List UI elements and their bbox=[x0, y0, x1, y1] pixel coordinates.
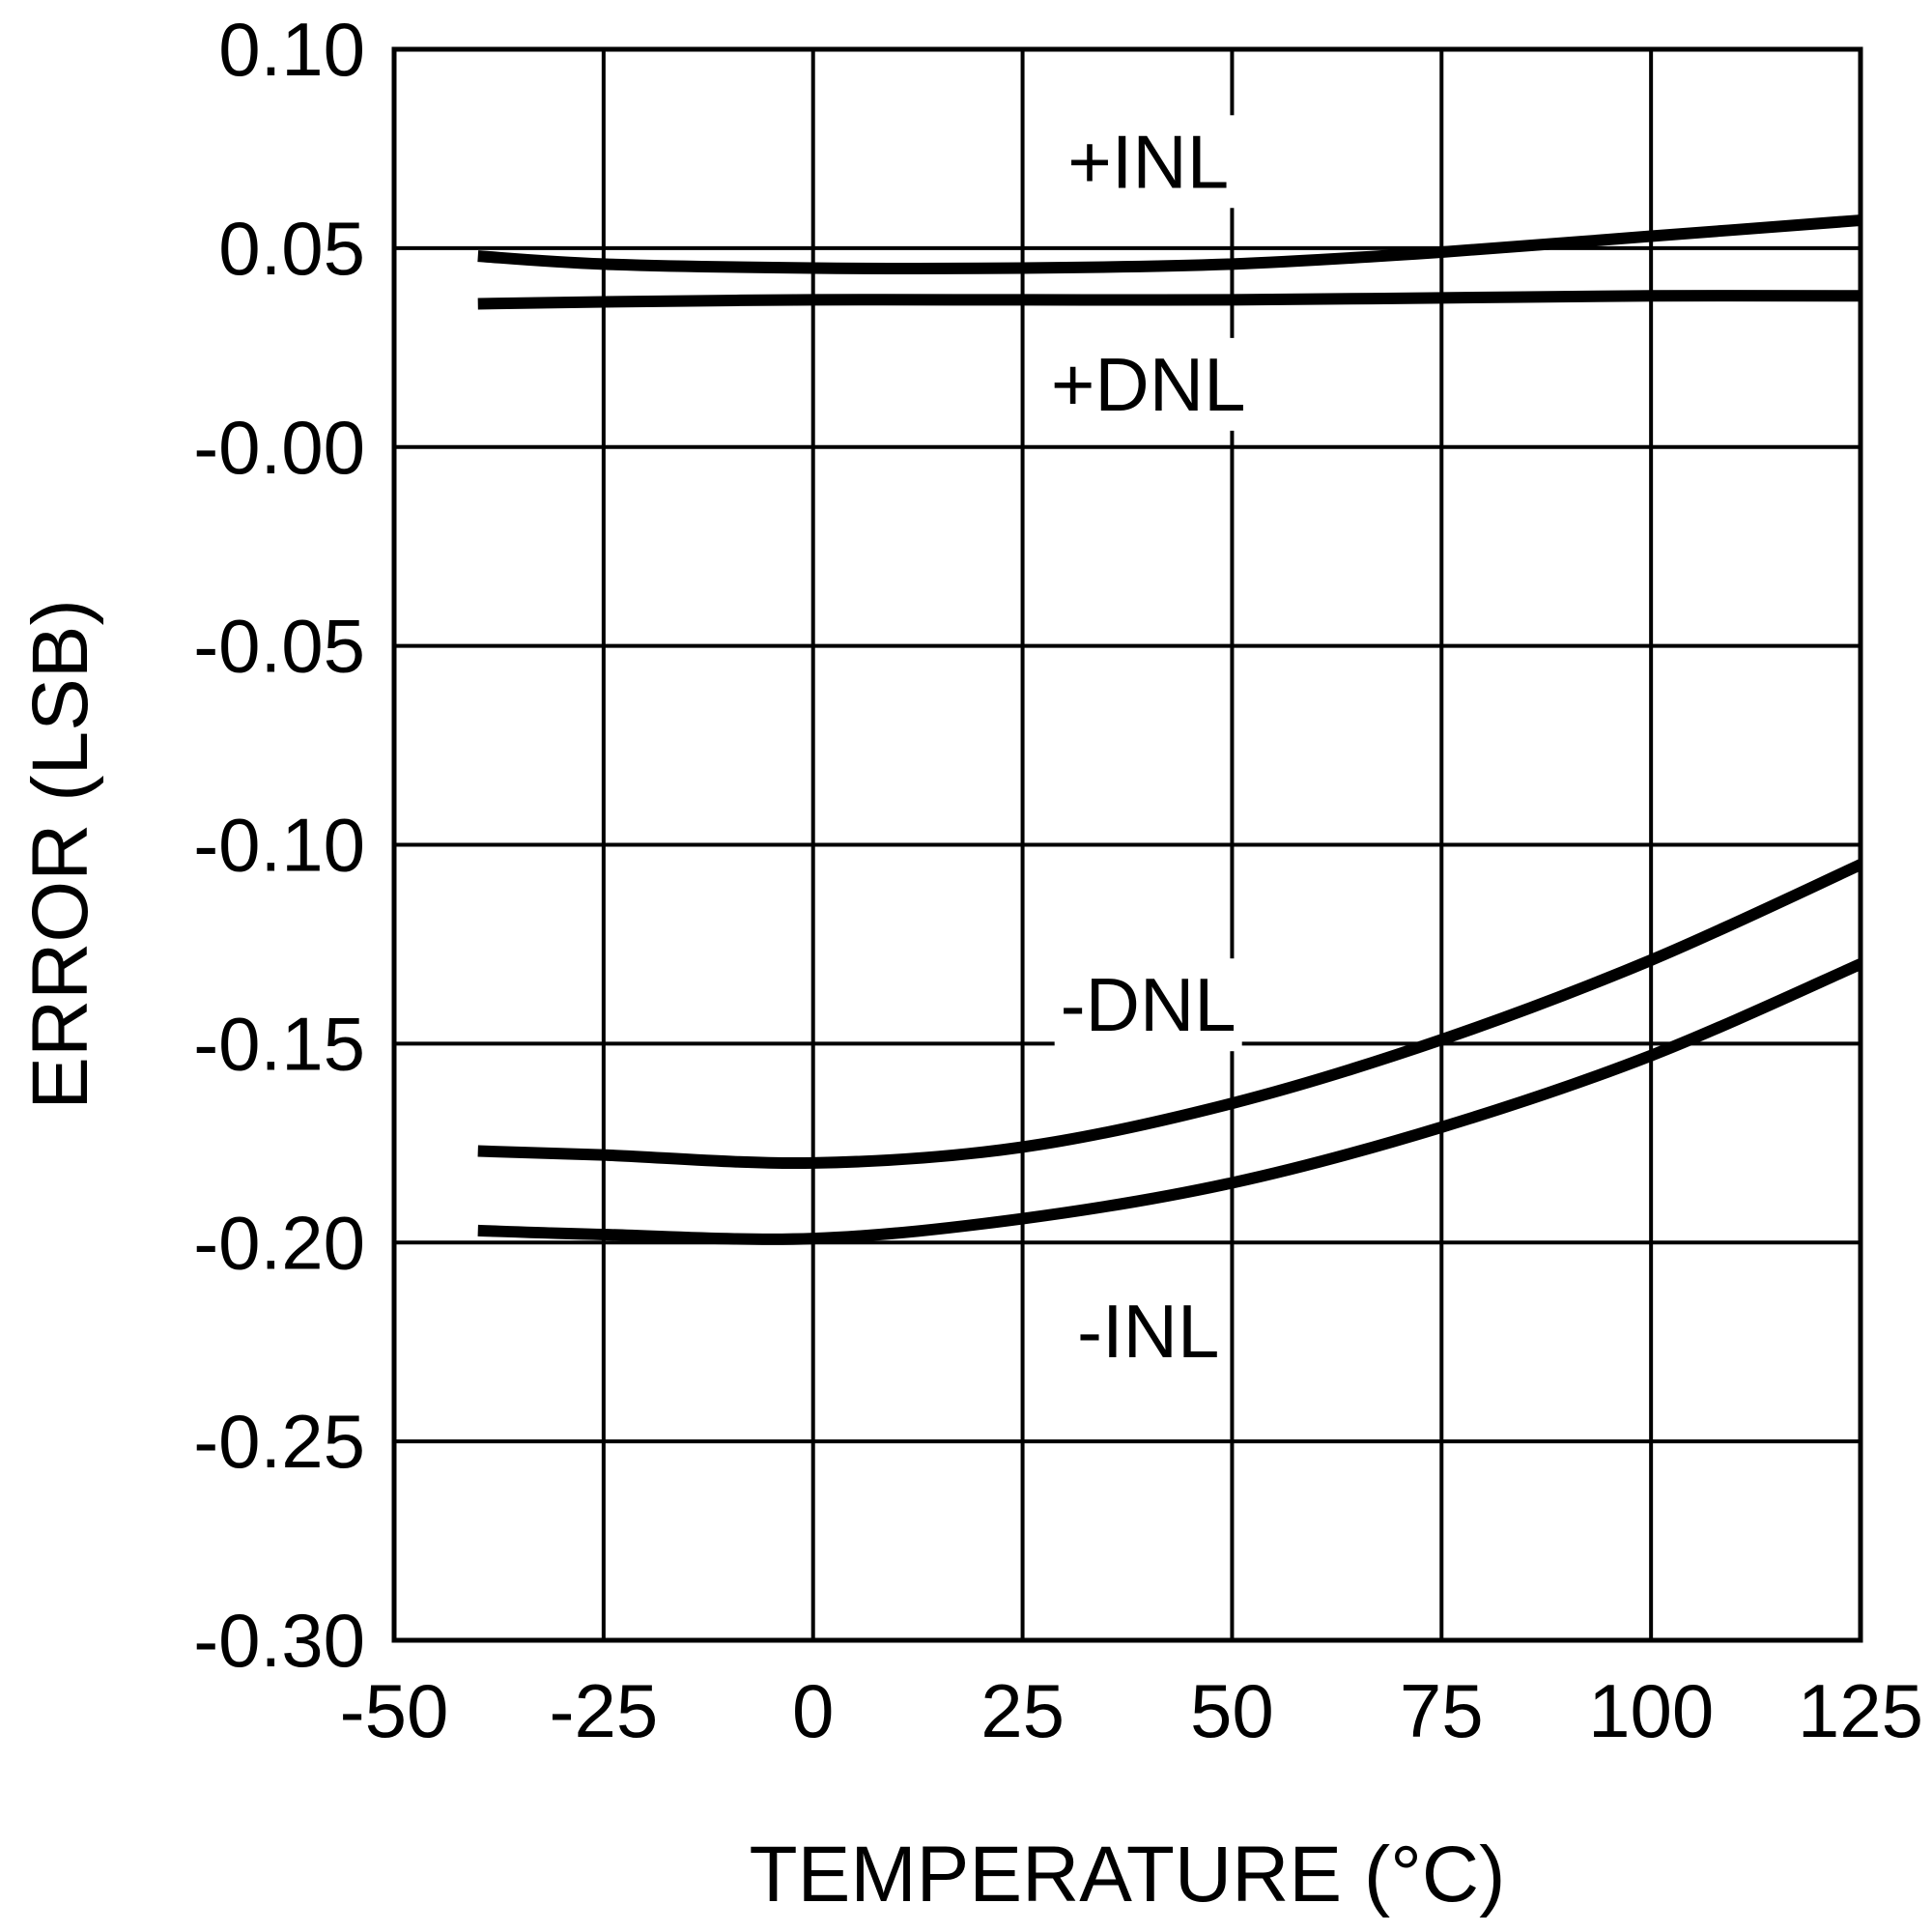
x-tick-label: 25 bbox=[980, 1668, 1065, 1753]
y-axis-tick-labels: 0.10 0.05 -0.00 -0.05 -0.10 -0.15 -0.20 -0.25 -0… bbox=[193, 7, 365, 1683]
x-tick-label: -50 bbox=[340, 1668, 449, 1753]
y-tick-label: -0.10 bbox=[193, 803, 365, 888]
series-label-background bbox=[1044, 337, 1252, 431]
y-axis-title: ERROR (LSB) bbox=[16, 599, 104, 1110]
x-tick-label: 100 bbox=[1588, 1668, 1714, 1753]
series-label: -INL bbox=[1077, 1289, 1219, 1374]
x-axis-title: TEMPERATURE (°C) bbox=[750, 1831, 1506, 1918]
series-label-background bbox=[1071, 1284, 1226, 1378]
x-tick-label: 75 bbox=[1400, 1668, 1484, 1753]
label-background-layer bbox=[1044, 115, 1252, 1378]
plot-frame bbox=[391, 46, 1863, 1643]
series-label: +INL bbox=[1067, 119, 1229, 204]
y-tick-label: -0.00 bbox=[193, 405, 365, 490]
y-tick-label: -0.05 bbox=[193, 604, 365, 689]
y-tick-label: 0.10 bbox=[218, 7, 365, 92]
y-tick-label: -0.15 bbox=[193, 1001, 365, 1086]
grid bbox=[392, 47, 1862, 1642]
y-tick-label: -0.30 bbox=[193, 1598, 365, 1683]
x-tick-label: -25 bbox=[549, 1668, 658, 1753]
x-tick-label: 50 bbox=[1190, 1668, 1274, 1753]
y-tick-label: -0.25 bbox=[193, 1399, 365, 1484]
series-line-plus-inl bbox=[477, 214, 1861, 274]
series-label-background bbox=[1062, 115, 1236, 209]
y-tick-label: 0.05 bbox=[218, 206, 365, 291]
series-line-minus-dnl bbox=[477, 859, 1863, 1170]
x-tick-label: 0 bbox=[792, 1668, 834, 1753]
series-lines bbox=[477, 214, 1863, 1245]
series-label: -DNL bbox=[1061, 962, 1236, 1047]
x-axis-tick-labels: -50 -25 0 25 50 75 100 125 bbox=[340, 1668, 1923, 1753]
series-line-plus-dnl bbox=[477, 290, 1861, 310]
series-annotations: +INL +DNL -DNL -INL bbox=[1051, 119, 1246, 1374]
series-label: +DNL bbox=[1051, 342, 1246, 427]
series-line-minus-inl bbox=[477, 958, 1863, 1245]
x-tick-label: 125 bbox=[1798, 1668, 1923, 1753]
y-tick-label: -0.20 bbox=[193, 1200, 365, 1285]
series-label-background bbox=[1054, 958, 1242, 1052]
